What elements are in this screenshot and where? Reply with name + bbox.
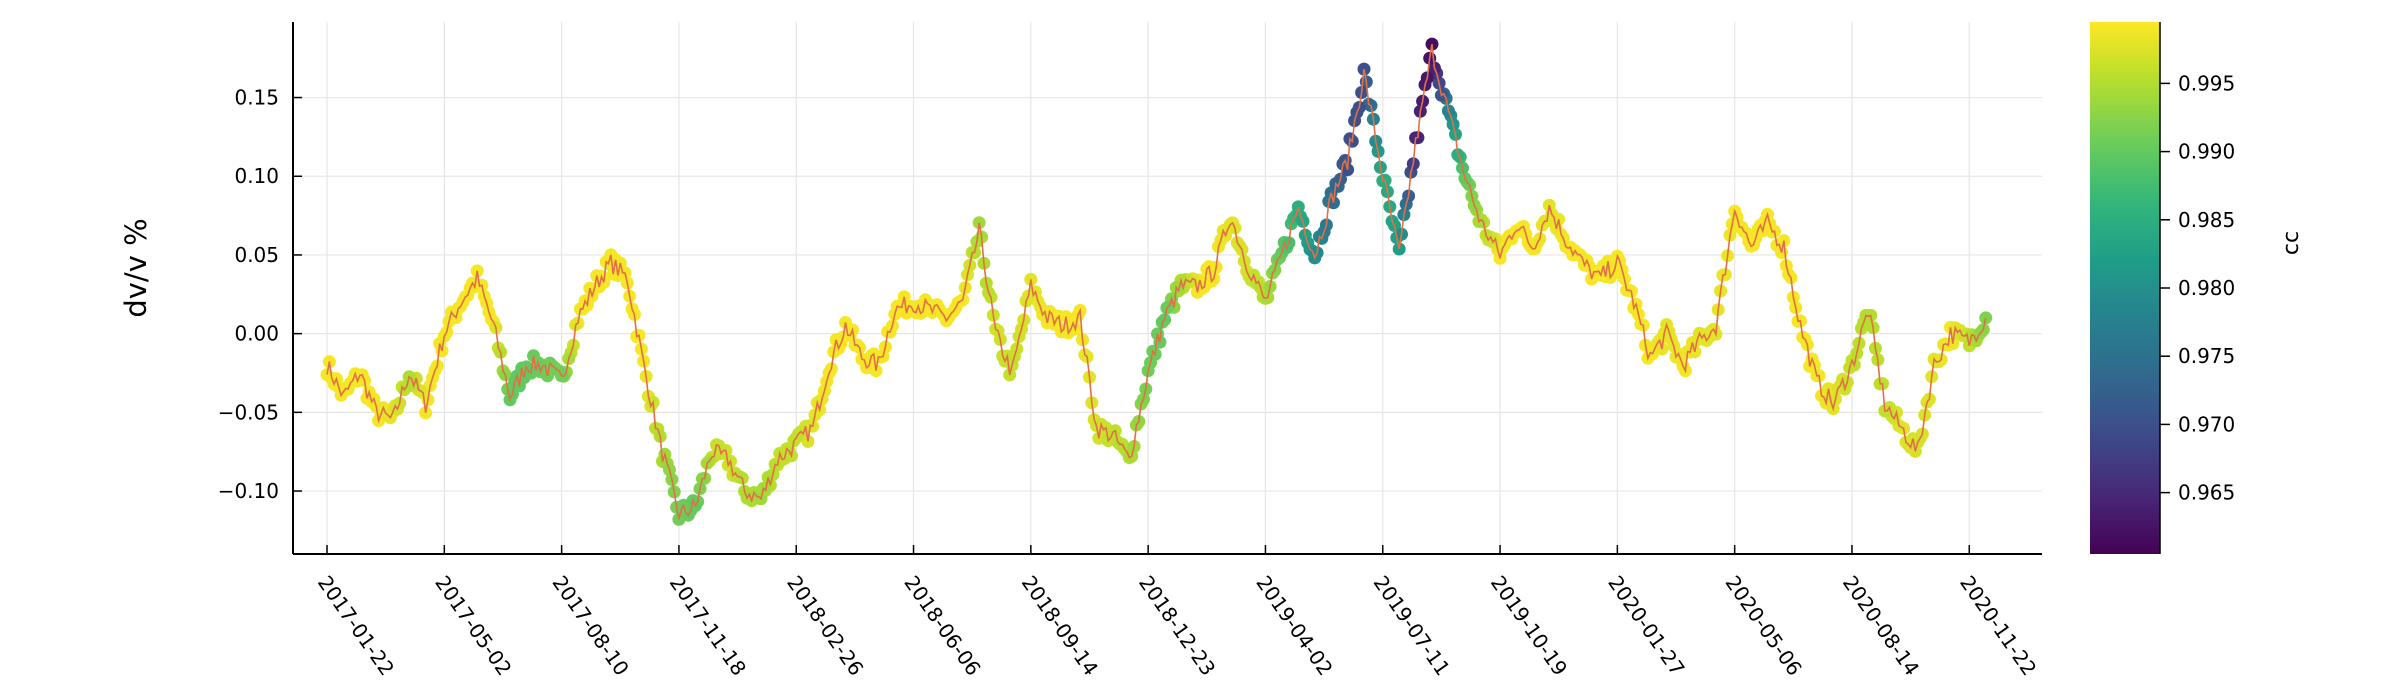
x-tick-label: 2019-04-02	[1251, 571, 1337, 680]
x-tick-label: 2020-11-22	[1955, 571, 2041, 680]
x-tick-label: 2019-10-19	[1486, 571, 1572, 680]
colorbar: 0.965 0.970 0.975 0.980 0.985 0.990 0.995 cc	[2090, 22, 2304, 554]
colorbar-tick-label: 0.995	[2178, 71, 2235, 95]
colorbar-ticks: 0.965 0.970 0.975 0.980 0.985 0.990 0.995	[2159, 22, 2235, 554]
x-tick-label: 2020-08-14	[1838, 571, 1924, 680]
x-tick-label: 2017-01-22	[313, 571, 399, 680]
colorbar-tick-label: 0.965	[2178, 481, 2235, 505]
x-tick-label: 2018-02-26	[782, 571, 868, 680]
axes	[292, 22, 2042, 555]
x-tick-label: 2017-05-02	[430, 571, 516, 680]
y-tick-label: 0.05	[234, 243, 279, 267]
x-tick-label: 2018-06-06	[899, 571, 985, 680]
colorbar-tick-label: 0.990	[2178, 140, 2235, 164]
y-tick-label: −0.05	[218, 400, 279, 424]
colorbar-tick-label: 0.975	[2178, 344, 2235, 368]
series-line	[326, 43, 1987, 520]
x-tick-label: 2018-12-23	[1134, 571, 1220, 680]
x-tick-label: 2018-09-14	[1017, 571, 1103, 680]
colorbar-label: cc	[2279, 231, 2304, 255]
x-tick-label: 2020-01-27	[1603, 571, 1689, 680]
colorbar-gradient	[2090, 22, 2160, 554]
series-path	[326, 43, 1987, 520]
y-tick-label: −0.10	[218, 479, 279, 503]
y-axis-label: dv/v %	[119, 218, 153, 317]
colorbar-tick-label: 0.985	[2178, 208, 2235, 232]
y-tick-label: 0.15	[234, 86, 279, 110]
grid-lines	[293, 22, 2042, 554]
x-tick-label: 2017-11-18	[665, 571, 751, 680]
y-tick-label: 0.10	[234, 164, 279, 188]
x-tick-label: 2019-07-11	[1369, 571, 1455, 680]
colorbar-tick-label: 0.980	[2178, 276, 2235, 300]
x-tick-label: 2017-08-10	[548, 571, 634, 680]
x-tick-label: 2020-05-06	[1721, 571, 1807, 680]
colorbar-tick-label: 0.970	[2178, 412, 2235, 436]
y-tick-label: 0.00	[234, 322, 279, 346]
data-points	[320, 37, 1993, 526]
x-axis-ticks: 2017-01-22 2017-05-02 2017-08-10 2017-11-18…	[313, 545, 2042, 680]
y-axis-ticks: −0.10 −0.05 0.00 0.05 0.10 0.15	[218, 86, 302, 503]
